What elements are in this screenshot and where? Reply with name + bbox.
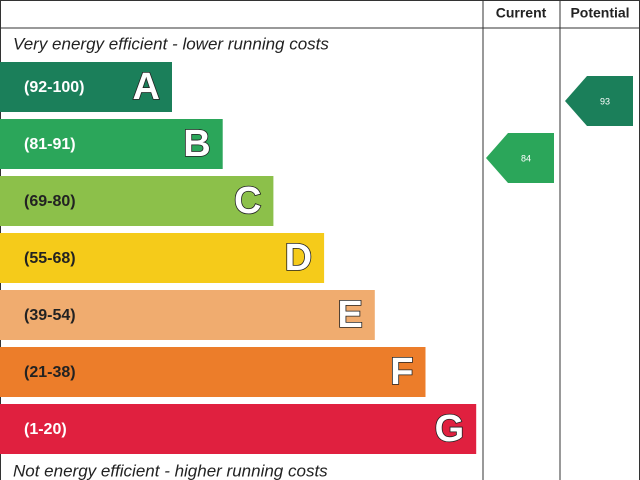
potential-score: 93 <box>600 96 610 106</box>
band-letter: E <box>337 294 362 336</box>
band-range: (1-20) <box>24 421 67 438</box>
band-letter: D <box>285 237 312 279</box>
current-score: 84 <box>521 153 531 163</box>
band-range: (55-68) <box>24 250 76 267</box>
band-letter: F <box>390 351 413 393</box>
band-bar <box>0 233 325 283</box>
band-bar <box>0 347 426 397</box>
bottom-note: Not energy efficient - higher running co… <box>13 461 328 480</box>
current-arrow <box>486 133 554 183</box>
band-range: (39-54) <box>24 307 76 324</box>
current-header: Current <box>496 5 547 21</box>
band-bar <box>0 119 223 169</box>
band-bar <box>0 290 375 340</box>
band-letter: A <box>133 66 160 108</box>
band-bar <box>0 404 477 454</box>
band-range: (21-38) <box>24 364 76 381</box>
band-range: (69-80) <box>24 193 76 210</box>
band-bar <box>0 62 172 112</box>
potential-arrow <box>565 76 633 126</box>
band-letter: C <box>234 180 261 222</box>
band-range: (92-100) <box>24 79 84 96</box>
band-letter: G <box>435 408 465 450</box>
band-letter: B <box>183 123 210 165</box>
band-bar <box>0 176 274 226</box>
band-range: (81-91) <box>24 136 76 153</box>
potential-header: Potential <box>570 5 629 21</box>
top-note: Very energy efficient - lower running co… <box>13 34 329 53</box>
